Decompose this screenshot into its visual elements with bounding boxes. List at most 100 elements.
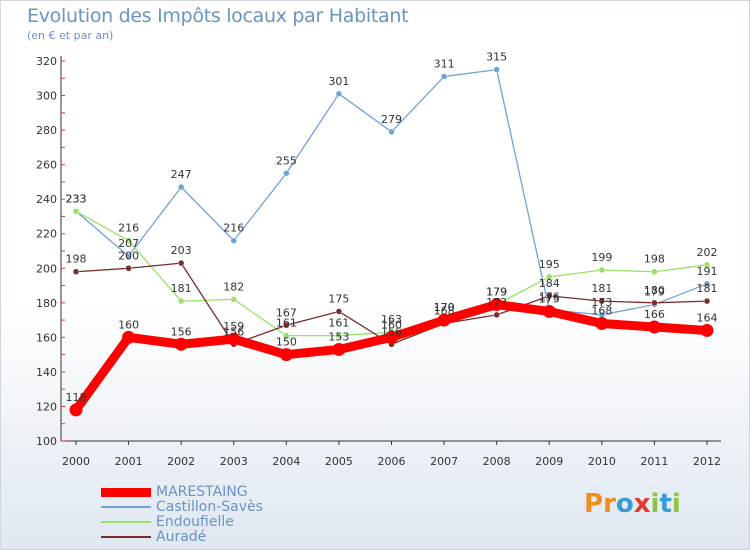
data-point: [703, 261, 711, 269]
y-tick-label: 140: [36, 366, 57, 379]
data-label: 156: [381, 325, 402, 338]
x-tick-label: 2002: [167, 455, 195, 468]
data-point: [125, 252, 132, 260]
data-label: 216: [118, 222, 139, 235]
data-point: [647, 320, 661, 334]
data-label: 200: [118, 249, 139, 262]
data-label: 164: [697, 311, 718, 324]
x-tick-label: 2010: [588, 455, 616, 468]
data-point: [72, 208, 80, 215]
series-lines: [69, 66, 714, 417]
data-label: 233: [66, 192, 87, 205]
proxiti-logo: Proxiti: [584, 489, 681, 519]
data-point: [546, 292, 553, 300]
data-point: [230, 296, 237, 303]
data-label: 161: [328, 317, 349, 330]
legend-label: Castillon-Savès: [156, 499, 263, 515]
legend-swatch: [101, 536, 151, 538]
data-label: 202: [697, 246, 718, 259]
legend-label: MARESTAING: [156, 484, 248, 500]
data-label: 181: [697, 282, 718, 295]
data-point: [177, 297, 185, 305]
legend-label: Endoufielle: [156, 514, 234, 530]
y-tick-label: 180: [36, 297, 57, 310]
data-label: 153: [328, 330, 349, 343]
data-label: 170: [434, 301, 455, 314]
data-point: [125, 237, 132, 244]
data-label: 203: [171, 244, 192, 257]
y-tick-label: 120: [36, 400, 57, 413]
y-tick-label: 240: [36, 193, 57, 206]
legend-label: Auradé: [156, 529, 207, 545]
data-point: [122, 330, 136, 344]
data-label: 179: [486, 286, 507, 299]
data-label: 301: [328, 75, 349, 88]
y-tick-label: 260: [36, 159, 57, 172]
data-label: 173: [591, 296, 612, 309]
data-point: [283, 322, 290, 329]
data-label: 159: [223, 320, 244, 333]
data-point: [335, 90, 343, 98]
legend-swatch: [101, 487, 151, 497]
data-point: [598, 266, 606, 274]
data-label: 255: [276, 154, 297, 167]
data-label: 207: [118, 237, 139, 250]
data-label: 118: [66, 391, 87, 404]
data-point: [230, 237, 237, 244]
y-tick-label: 100: [36, 435, 57, 448]
x-tick-label: 2001: [115, 455, 143, 468]
data-point: [332, 342, 346, 356]
data-point: [279, 348, 293, 362]
data-label: 175: [328, 292, 349, 305]
data-point: [227, 332, 241, 346]
data-label: 163: [381, 313, 402, 326]
data-label: 311: [434, 58, 455, 71]
data-point: [437, 313, 451, 327]
x-tick-label: 2007: [430, 455, 458, 468]
data-label: 247: [171, 168, 192, 181]
data-label: 175: [539, 292, 560, 305]
data-point: [546, 273, 553, 281]
data-label: 191: [697, 265, 718, 278]
data-point: [493, 66, 500, 73]
data-point: [493, 311, 500, 319]
data-point: [283, 332, 290, 339]
data-label: 170: [434, 301, 455, 314]
x-tick-label: 2003: [220, 455, 248, 468]
data-label: 233: [66, 192, 87, 205]
data-label: 184: [539, 277, 560, 290]
data-point: [595, 317, 609, 331]
data-label: 168: [591, 305, 612, 318]
x-tick-label: 2000: [62, 455, 90, 468]
data-label: 279: [381, 113, 402, 126]
data-point: [703, 280, 711, 288]
y-tick-label: 300: [36, 90, 57, 103]
legend-swatch: [101, 506, 151, 508]
data-label: 181: [591, 282, 612, 295]
data-point: [177, 259, 185, 267]
data-label: 198: [66, 253, 87, 266]
x-tick-label: 2008: [483, 455, 511, 468]
data-label: 180: [644, 284, 665, 297]
data-point: [700, 323, 714, 337]
data-point: [335, 308, 343, 315]
axes: 100 120 140 160 180 200 220 240 260 280 300 320 2000…: [36, 55, 721, 468]
data-label: 199: [591, 251, 612, 264]
data-point: [703, 297, 711, 305]
data-point: [651, 299, 658, 307]
data-label: 198: [644, 253, 665, 266]
data-point: [651, 268, 658, 275]
x-tick-label: 2004: [272, 455, 300, 468]
data-label: 195: [539, 258, 560, 271]
data-label: 166: [644, 308, 665, 321]
x-tick-label: 2006: [378, 455, 406, 468]
data-label: 161: [276, 317, 297, 330]
data-point: [69, 403, 83, 417]
data-point: [72, 268, 80, 275]
data-point: [335, 332, 343, 339]
data-label: 160: [381, 318, 402, 331]
data-point: [125, 265, 132, 272]
data-point: [598, 297, 606, 305]
